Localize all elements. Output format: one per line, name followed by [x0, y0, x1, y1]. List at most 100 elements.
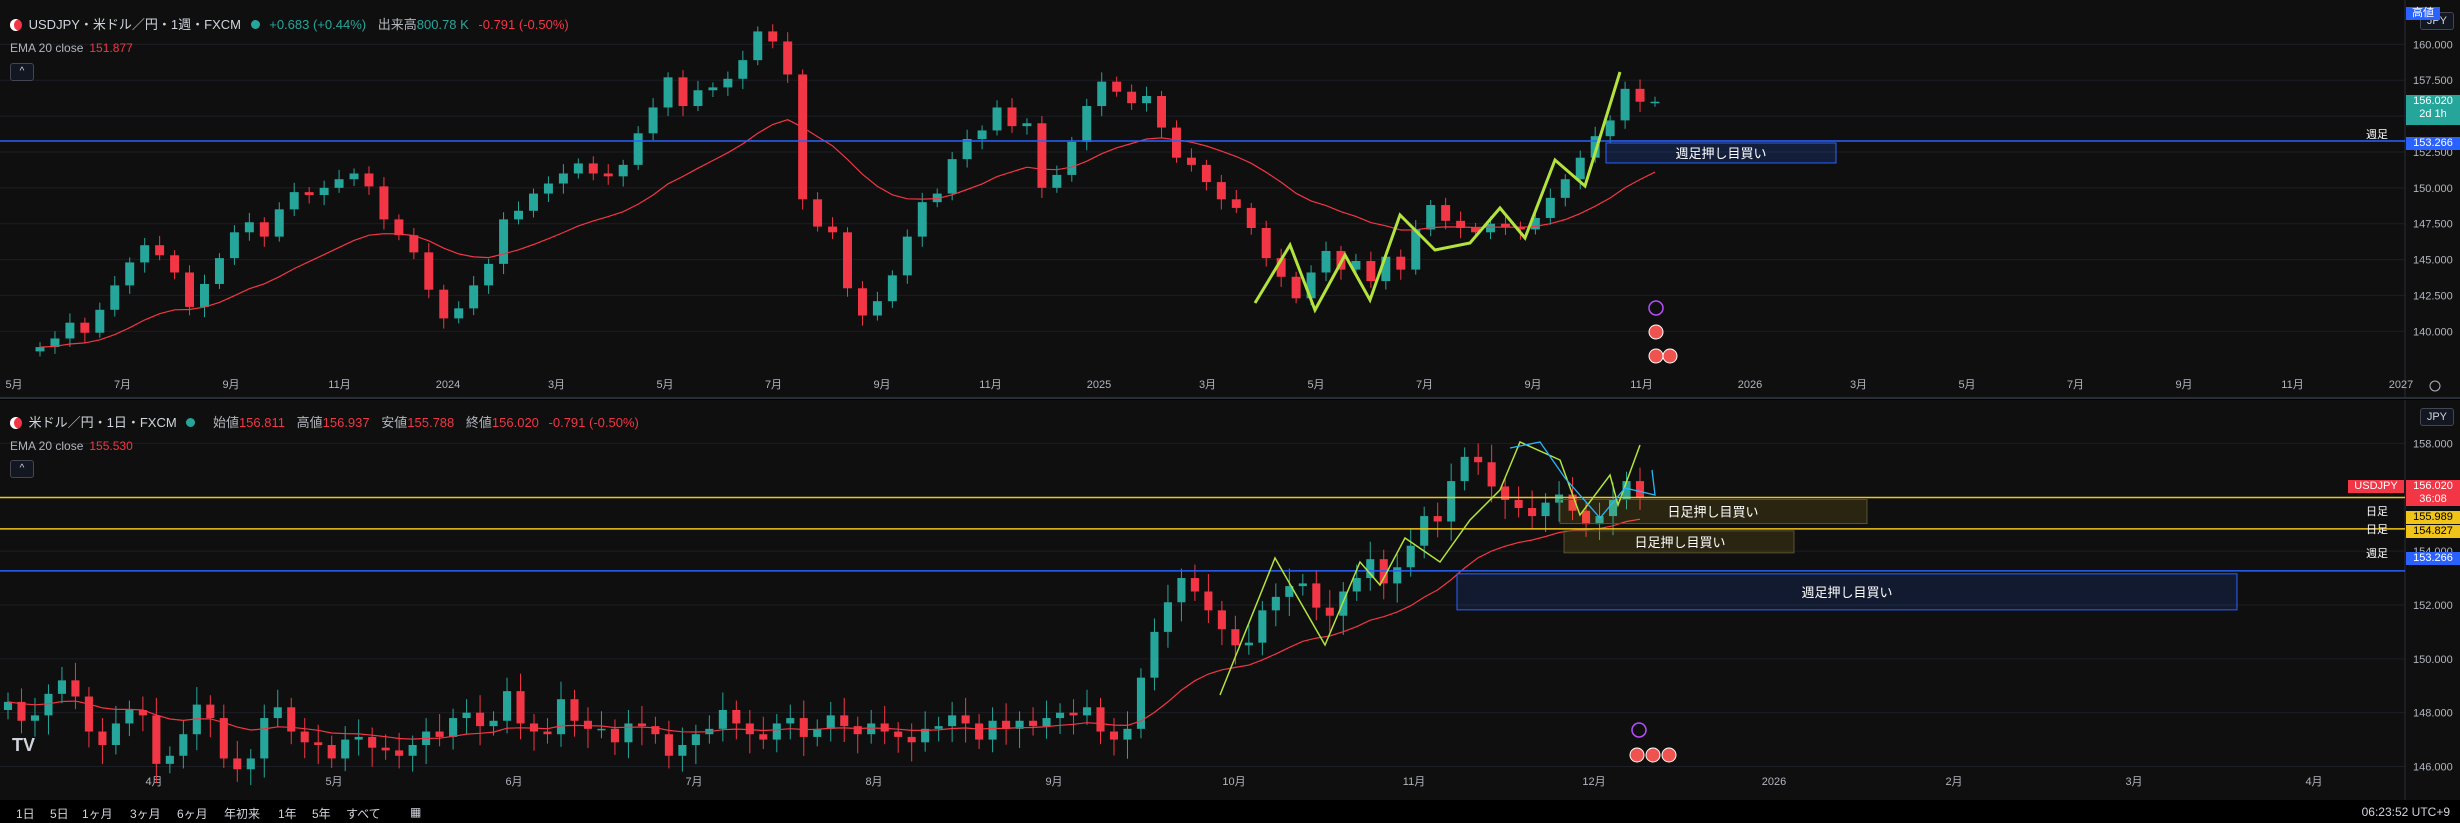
candle-body — [853, 726, 862, 735]
candle-body — [152, 715, 161, 764]
weekly-ema-legend[interactable]: EMA 20 close 151.877 — [10, 41, 133, 55]
candle-body — [140, 245, 150, 263]
candle-body — [1447, 481, 1456, 522]
candle-body — [206, 704, 215, 719]
date-range-icon[interactable]: ▦ — [410, 805, 422, 819]
daily-ema-legend[interactable]: EMA 20 close 155.530 — [10, 439, 133, 453]
candle-body — [1052, 174, 1062, 188]
candle-body — [1381, 256, 1391, 282]
candle-body — [872, 301, 882, 316]
close-value: 156.020 — [491, 415, 539, 430]
candle-body — [573, 163, 583, 174]
y-tick-label: 145.000 — [2413, 255, 2453, 267]
candle-body — [98, 731, 107, 745]
y-tick-label: 157.500 — [2413, 75, 2453, 87]
candle-body — [917, 202, 927, 237]
tf-5y[interactable]: 5年 — [312, 807, 331, 821]
tf-ytd[interactable]: 年初来 — [224, 807, 261, 821]
daily-buy-zone-2-label: 日足押し目買い — [1634, 535, 1725, 550]
us-flag-icon — [1629, 747, 1645, 763]
candle-body — [678, 77, 688, 107]
daily-chart-canvas[interactable]: 158.000156.000154.000152.000150.000148.0… — [0, 400, 2460, 800]
y-tick-label: 152.000 — [2413, 600, 2453, 612]
candle-body — [1244, 642, 1253, 646]
jp-flag-icon — [1662, 348, 1678, 364]
daily-chart-pane[interactable]: 158.000156.000154.000152.000150.000148.0… — [0, 400, 2460, 800]
candle-body — [1306, 272, 1316, 299]
collapse-legend-button[interactable]: ^ — [10, 460, 34, 478]
wave-trendline — [1219, 440, 1641, 696]
tf-1d[interactable]: 1日 — [16, 807, 35, 821]
candle-body — [1501, 486, 1510, 500]
candle-body — [1441, 205, 1451, 221]
candle-body — [185, 272, 195, 307]
candle-body — [1456, 220, 1466, 228]
candle-body — [1002, 720, 1011, 729]
high-label: 高値 — [296, 415, 323, 430]
candle-body — [1082, 106, 1092, 142]
tf-3m[interactable]: 3ヶ月 — [130, 807, 161, 821]
candle-body — [1261, 228, 1271, 259]
collapse-legend-button[interactable]: ^ — [10, 63, 34, 81]
candle-body — [1177, 578, 1186, 603]
tf-6m[interactable]: 6ヶ月 — [177, 807, 208, 821]
volume-label: 出来高 — [377, 17, 417, 32]
candle-body — [753, 31, 763, 61]
low-label: 安値 — [381, 415, 408, 430]
candle-body — [408, 744, 417, 756]
candle-body — [745, 723, 754, 735]
candle-body — [1109, 731, 1119, 740]
candle-body — [1420, 516, 1429, 546]
x-tick-label: 9月 — [2175, 379, 2192, 391]
x-tick-label: 4月 — [2305, 776, 2322, 788]
y-tick-label: 147.500 — [2413, 219, 2453, 231]
x-tick-label: 3月 — [1850, 379, 1867, 391]
ema-line — [7, 518, 1641, 740]
daily-weekly-tag: 153.266 — [2406, 552, 2460, 565]
tf-1m[interactable]: 1ヶ月 — [82, 807, 113, 821]
us-jp-flag-icon — [10, 417, 22, 429]
candle-body — [395, 750, 404, 756]
candle-body — [304, 192, 314, 195]
market-open-icon — [250, 20, 260, 29]
candle-body — [273, 707, 282, 719]
weekly-chart-pane[interactable]: 160.000157.500155.000152.500150.000147.5… — [0, 0, 2460, 399]
weekly-symbol[interactable]: USDJPY・米ドル／円・1週・FXCM — [28, 17, 241, 32]
weekly-legend: USDJPY・米ドル／円・1週・FXCM +0.683 (+0.44%) 出来高… — [10, 14, 569, 33]
candle-body — [1325, 607, 1334, 616]
y-tick-label: 148.000 — [2413, 708, 2453, 720]
candle-body — [95, 309, 105, 333]
candle-body — [289, 192, 299, 210]
candle-body — [894, 731, 903, 737]
weekly-buy-zone — [1456, 573, 2238, 611]
candle-body — [1312, 583, 1321, 608]
candle-body — [1015, 720, 1024, 729]
candle-body — [1555, 494, 1564, 503]
candle-body — [1285, 586, 1294, 597]
candle-body — [499, 219, 509, 264]
x-tick-label: 9月 — [1524, 379, 1541, 391]
daily-currency-button[interactable]: JPY — [2419, 408, 2454, 426]
candle-body — [961, 715, 970, 724]
daily-symbol[interactable]: 米ドル／円・1日・FXCM — [28, 415, 177, 430]
candle-body — [65, 322, 75, 339]
daily-buy-zone-1 — [1559, 499, 1868, 525]
candle-body — [843, 232, 852, 289]
candle-body — [1204, 591, 1213, 611]
candle-body — [738, 60, 748, 79]
tf-all[interactable]: すべて — [346, 807, 381, 821]
tf-1y[interactable]: 1年 — [278, 807, 297, 821]
candle-body — [1127, 91, 1137, 104]
weekly-chart-canvas[interactable]: 160.000157.500155.000152.500150.000147.5… — [0, 0, 2460, 397]
candle-body — [732, 709, 741, 724]
candle-body — [1186, 157, 1196, 165]
candle-body — [1082, 707, 1092, 716]
candle-body — [3, 701, 13, 710]
x-tick-label: 11月 — [1630, 379, 1652, 391]
weekly-price-tag: 156.020 2d 1h — [2406, 95, 2460, 125]
candle-body — [1474, 456, 1483, 463]
candle-body — [633, 133, 643, 165]
candle-body — [1112, 81, 1122, 92]
tf-5d[interactable]: 5日 — [50, 807, 69, 821]
candle-body — [1352, 578, 1361, 592]
